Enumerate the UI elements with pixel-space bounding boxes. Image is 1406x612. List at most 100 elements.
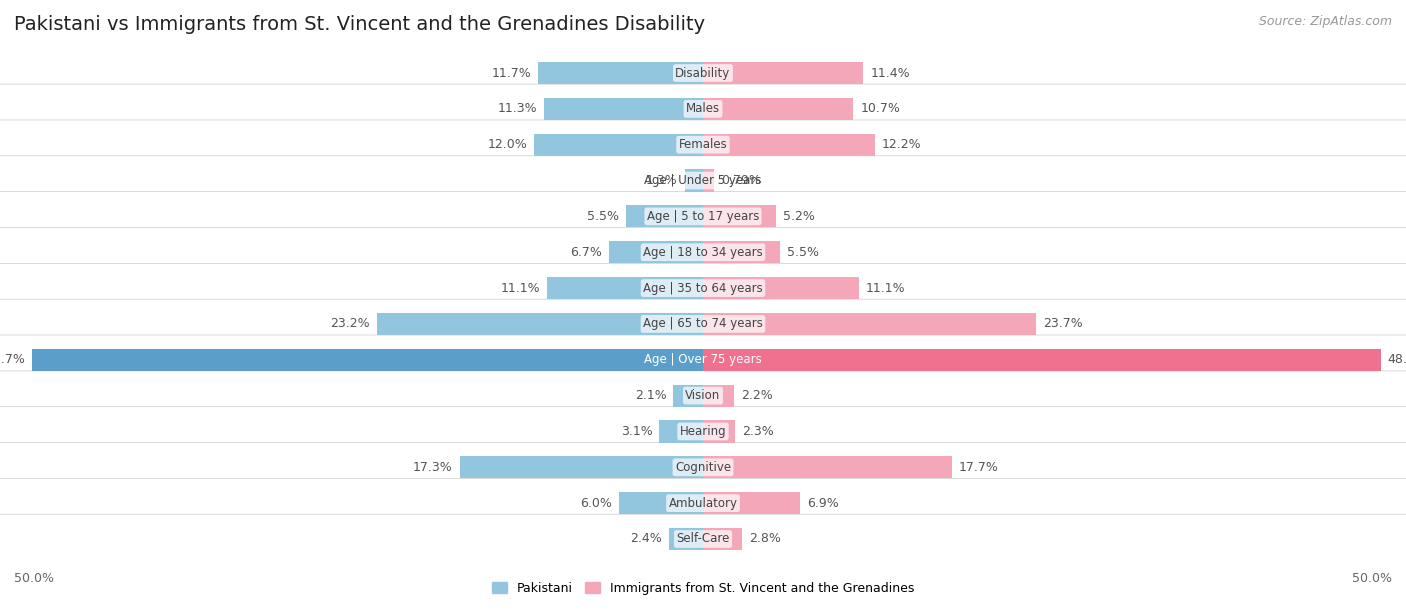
Bar <box>703 170 714 192</box>
Bar <box>703 241 780 263</box>
Bar <box>609 241 703 263</box>
Text: 5.2%: 5.2% <box>783 210 815 223</box>
Bar <box>703 313 1036 335</box>
FancyBboxPatch shape <box>0 192 1406 241</box>
Text: 1.3%: 1.3% <box>645 174 678 187</box>
Bar <box>0 485 1406 521</box>
Text: Cognitive: Cognitive <box>675 461 731 474</box>
Bar <box>0 378 1406 414</box>
Text: Females: Females <box>679 138 727 151</box>
Text: 23.7%: 23.7% <box>1043 318 1083 330</box>
Text: 6.7%: 6.7% <box>569 246 602 259</box>
Bar <box>703 384 734 407</box>
Bar <box>0 342 1406 378</box>
Bar <box>534 133 703 156</box>
Text: 23.2%: 23.2% <box>330 318 370 330</box>
Bar <box>0 449 1406 485</box>
Bar <box>619 492 703 514</box>
Text: 5.5%: 5.5% <box>586 210 619 223</box>
Text: 6.9%: 6.9% <box>807 497 839 510</box>
Bar <box>0 306 1406 342</box>
FancyBboxPatch shape <box>0 335 1406 384</box>
Bar <box>669 528 703 550</box>
Text: 17.3%: 17.3% <box>413 461 453 474</box>
Text: Males: Males <box>686 102 720 115</box>
Text: 0.79%: 0.79% <box>721 174 761 187</box>
Bar <box>0 234 1406 270</box>
Text: Age | Under 5 years: Age | Under 5 years <box>644 174 762 187</box>
Text: 48.2%: 48.2% <box>1388 353 1406 366</box>
Bar <box>703 133 875 156</box>
Text: Disability: Disability <box>675 67 731 80</box>
Bar <box>0 270 1406 306</box>
Bar <box>703 205 776 228</box>
FancyBboxPatch shape <box>0 407 1406 456</box>
FancyBboxPatch shape <box>0 514 1406 564</box>
Text: 11.1%: 11.1% <box>866 282 905 294</box>
Bar <box>685 170 703 192</box>
Text: 50.0%: 50.0% <box>14 572 53 585</box>
Text: 11.1%: 11.1% <box>501 282 540 294</box>
Text: 11.4%: 11.4% <box>870 67 910 80</box>
FancyBboxPatch shape <box>0 371 1406 420</box>
Text: Source: ZipAtlas.com: Source: ZipAtlas.com <box>1258 15 1392 28</box>
Text: 5.5%: 5.5% <box>787 246 820 259</box>
Bar <box>32 349 703 371</box>
Text: Age | 18 to 34 years: Age | 18 to 34 years <box>643 246 763 259</box>
Bar <box>703 456 952 479</box>
Text: Hearing: Hearing <box>679 425 727 438</box>
Legend: Pakistani, Immigrants from St. Vincent and the Grenadines: Pakistani, Immigrants from St. Vincent a… <box>486 577 920 600</box>
FancyBboxPatch shape <box>0 299 1406 349</box>
Bar <box>673 384 703 407</box>
FancyBboxPatch shape <box>0 479 1406 528</box>
Text: Ambulatory: Ambulatory <box>668 497 738 510</box>
Bar <box>0 521 1406 557</box>
Text: 6.0%: 6.0% <box>579 497 612 510</box>
Bar <box>0 163 1406 198</box>
Text: 3.1%: 3.1% <box>620 425 652 438</box>
FancyBboxPatch shape <box>0 48 1406 98</box>
FancyBboxPatch shape <box>0 120 1406 170</box>
Text: 2.4%: 2.4% <box>630 532 662 545</box>
Text: 17.7%: 17.7% <box>959 461 998 474</box>
FancyBboxPatch shape <box>0 84 1406 133</box>
Text: Vision: Vision <box>685 389 721 402</box>
Bar <box>703 62 863 84</box>
Text: Self-Care: Self-Care <box>676 532 730 545</box>
FancyBboxPatch shape <box>0 228 1406 277</box>
Bar <box>703 349 1381 371</box>
Text: Age | Over 75 years: Age | Over 75 years <box>644 353 762 366</box>
Text: 50.0%: 50.0% <box>1353 572 1392 585</box>
FancyBboxPatch shape <box>0 442 1406 492</box>
Bar <box>377 313 703 335</box>
Text: Age | 65 to 74 years: Age | 65 to 74 years <box>643 318 763 330</box>
Bar <box>659 420 703 442</box>
Bar <box>626 205 703 228</box>
Bar <box>703 528 742 550</box>
Bar <box>703 98 853 120</box>
Bar <box>703 277 859 299</box>
Text: 2.1%: 2.1% <box>634 389 666 402</box>
Text: Age | 5 to 17 years: Age | 5 to 17 years <box>647 210 759 223</box>
Text: 12.2%: 12.2% <box>882 138 921 151</box>
Text: 2.3%: 2.3% <box>742 425 775 438</box>
Bar <box>0 414 1406 449</box>
Bar <box>0 198 1406 234</box>
Text: 47.7%: 47.7% <box>0 353 25 366</box>
Bar <box>544 98 703 120</box>
FancyBboxPatch shape <box>0 263 1406 313</box>
Text: 2.2%: 2.2% <box>741 389 773 402</box>
Text: 12.0%: 12.0% <box>488 138 527 151</box>
Bar <box>0 91 1406 127</box>
Bar <box>703 492 800 514</box>
Bar <box>0 127 1406 163</box>
FancyBboxPatch shape <box>0 156 1406 205</box>
Text: Pakistani vs Immigrants from St. Vincent and the Grenadines Disability: Pakistani vs Immigrants from St. Vincent… <box>14 15 706 34</box>
Text: 11.7%: 11.7% <box>492 67 531 80</box>
Bar <box>547 277 703 299</box>
Text: 10.7%: 10.7% <box>860 102 900 115</box>
Text: 2.8%: 2.8% <box>749 532 782 545</box>
Text: Age | 35 to 64 years: Age | 35 to 64 years <box>643 282 763 294</box>
Text: 11.3%: 11.3% <box>498 102 537 115</box>
Bar <box>538 62 703 84</box>
